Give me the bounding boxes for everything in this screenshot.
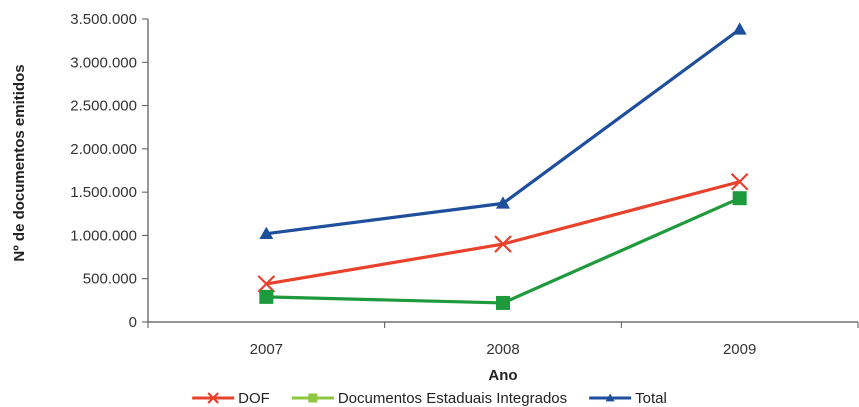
y-tick-label: 1.000.000: [70, 227, 137, 244]
legend-item: Total: [589, 390, 667, 407]
x-tick-label: 2007: [250, 341, 283, 358]
y-axis-title: Nº de documentos emitidos: [11, 64, 28, 261]
x-marker-stroke: [257, 275, 276, 293]
x-marker-stroke: [207, 392, 219, 404]
y-tick-label: 1.500.000: [70, 184, 137, 201]
y-tick-label: 2.000.000: [70, 141, 137, 158]
x-axis: 2007 2008 2009: [147, 321, 859, 358]
series-total: [259, 22, 747, 239]
data-point: [732, 22, 747, 35]
y-tick-label: 2.500.000: [70, 98, 137, 115]
series-line: [266, 196, 741, 305]
series-layer: [257, 22, 749, 310]
legend-item: Documentos Estaduais Integrados: [291, 390, 567, 407]
legend: DOF Documentos Estaduais Integrados Total: [192, 390, 667, 407]
legend-item: DOF: [192, 390, 270, 407]
legend-swatch-marker: [308, 393, 318, 403]
legend-label: DOF: [238, 390, 270, 407]
y-tick-label: 3.500.000: [70, 11, 137, 28]
legend-label: Total: [635, 390, 667, 407]
y-tick-label: 500.000: [83, 271, 137, 288]
x-tick-label: 2009: [723, 341, 756, 358]
y-axis: 0 500.000 1.000.000 1.500.000 2.000.000 2.500…: [70, 11, 149, 331]
legend-swatch-marker: [605, 393, 615, 402]
y-tick-label: 3.000.000: [70, 54, 137, 71]
legend-swatch-marker: [207, 392, 219, 404]
data-point: [730, 172, 749, 191]
x-axis-title: Ano: [488, 367, 517, 384]
data-point: [494, 235, 512, 253]
x-marker-stroke: [494, 235, 512, 253]
data-point: [496, 196, 510, 209]
x-tick-label: 2008: [486, 341, 519, 358]
y-tick-label: 0: [129, 314, 137, 331]
x-marker-stroke: [730, 172, 749, 191]
data-point: [732, 191, 747, 206]
data-point: [259, 289, 274, 304]
legend-label: Documentos Estaduais Integrados: [338, 390, 567, 407]
data-point: [259, 226, 274, 239]
data-point: [496, 295, 510, 310]
series-documentos-estaduais-integrados: [259, 191, 747, 310]
data-point: [257, 275, 276, 293]
series-dof: [257, 172, 749, 293]
